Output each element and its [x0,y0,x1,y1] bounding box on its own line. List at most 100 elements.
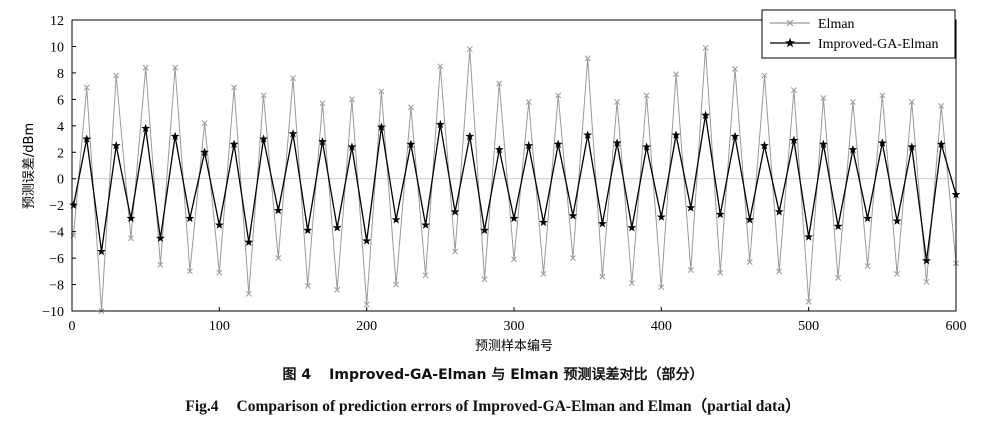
data-point-x-marker [378,88,385,95]
data-point-x-marker [466,46,473,53]
data-point-x-marker [481,276,488,283]
legend-label-improved-ga-elman: Improved-GA-Elman [818,37,939,52]
y-tick-label: −2 [49,199,64,214]
data-point-star-marker [421,220,430,229]
data-point-star-marker [362,236,372,245]
data-point-x-marker [673,71,680,78]
data-point-star-marker [229,139,239,149]
y-tick-label: 8 [57,67,64,82]
data-point-x-marker [83,84,90,91]
data-point-star-marker [273,205,283,215]
data-point-star-marker [435,119,445,129]
y-tick-label: −4 [49,226,64,241]
data-point-x-marker [923,278,930,285]
data-point-star-marker [480,225,489,235]
data-point-x-marker [304,282,311,289]
data-point-star-marker [377,122,386,131]
data-point-x-marker [201,120,208,127]
data-point-x-marker [938,103,945,109]
data-point-star-marker [185,213,195,223]
data-point-star-marker [450,207,460,216]
data-point-star-marker [642,142,651,151]
legend-marker-improved-ga-elman [785,37,795,48]
line-chart: −10 −8 −6 −4 −2 0 2 4 6 8 10 12 0 100 200 300 400 500 600… [22,9,967,354]
figure-title-chinese: Improved-GA-Elman 与 Elman 预测误差对比（部分） [329,367,704,383]
x-tick-label: 500 [798,319,819,334]
data-point-x-marker [717,269,724,276]
y-tick-label: 10 [50,40,64,55]
data-point-star-marker [833,221,843,231]
legend: Elman Improved-GA-Elman [761,9,956,59]
x-tick-label: 100 [209,319,230,334]
data-point-x-marker [275,255,282,262]
data-point-star-marker [583,130,593,139]
data-point-star-marker [760,141,769,150]
data-point-star-marker [156,233,165,242]
data-point-x-marker [835,274,842,281]
data-point-star-marker [745,215,755,224]
data-point-star-marker [391,215,401,224]
data-point-x-marker [186,268,193,275]
x-axis-title: 预测样本编号 [475,339,553,354]
figure-caption-english: Fig.4 Comparison of prediction errors of … [0,394,986,416]
data-point-x-marker [702,44,709,51]
data-point-x-marker [363,301,370,308]
data-point-star-marker [936,139,946,149]
data-point-x-marker [864,263,871,269]
data-point-x-marker [687,267,694,273]
data-point-star-marker [612,138,622,147]
y-axis-title: 预测误差/dBm [22,123,37,209]
series-elman [70,44,959,314]
data-point-star-marker [318,137,327,146]
y-tick-label: 4 [57,120,64,135]
data-point-x-marker [761,72,768,79]
data-point-star-marker [877,138,887,147]
data-point-x-marker [407,104,414,111]
data-point-x-marker [348,96,355,103]
data-point-x-marker [628,280,635,287]
plot-frame [71,19,957,312]
figure-number-english: Fig.4 [185,398,219,415]
figure-number-chinese: 图 4 [282,367,312,383]
x-tick-label: 600 [946,319,967,334]
x-tick-label: 200 [356,319,377,334]
data-point-star-marker [303,225,313,235]
figure-title-english: Comparison of prediction errors of Impro… [236,398,801,415]
data-point-star-marker [214,220,224,229]
data-point-x-marker [142,64,149,71]
data-point-x-marker [113,72,120,79]
data-point-x-marker [127,235,134,242]
legend-marker-elman [786,19,794,27]
data-point-star-marker [892,216,902,225]
data-point-star-marker [701,110,710,119]
data-point-star-marker [111,141,121,150]
data-point-star-marker [97,246,106,256]
data-point-x-marker [319,100,326,107]
data-point-star-marker [686,203,696,212]
data-point-star-marker [244,237,254,246]
data-point-x-marker [496,80,503,87]
data-point-star-marker [568,211,578,220]
data-point-x-marker [820,95,827,101]
data-point-x-marker [908,99,915,105]
data-point-star-marker [789,135,799,145]
data-point-x-marker [245,290,252,297]
data-point-star-marker [126,213,136,223]
data-point-x-marker [540,271,547,277]
data-point-star-marker [819,139,828,149]
data-point-x-marker [790,87,797,94]
data-point-star-marker [715,209,725,219]
data-point-star-marker [465,131,475,141]
data-point-x-marker [776,268,783,275]
data-point-star-marker [200,147,209,156]
series-line [73,47,957,312]
data-point-x-marker [849,99,856,105]
figure-caption-chinese: 图 4 Improved-GA-Elman 与 Elman 预测误差对比（部分） [0,364,986,384]
data-point-x-marker [584,55,591,62]
data-point-star-marker [774,207,784,216]
y-tick-label: 6 [57,93,64,108]
y-axis: −10 −8 −6 −4 −2 0 2 4 6 8 10 12 [42,14,76,320]
data-point-star-marker [494,145,504,154]
data-point-x-marker [511,256,517,263]
data-point-x-marker [172,64,179,71]
